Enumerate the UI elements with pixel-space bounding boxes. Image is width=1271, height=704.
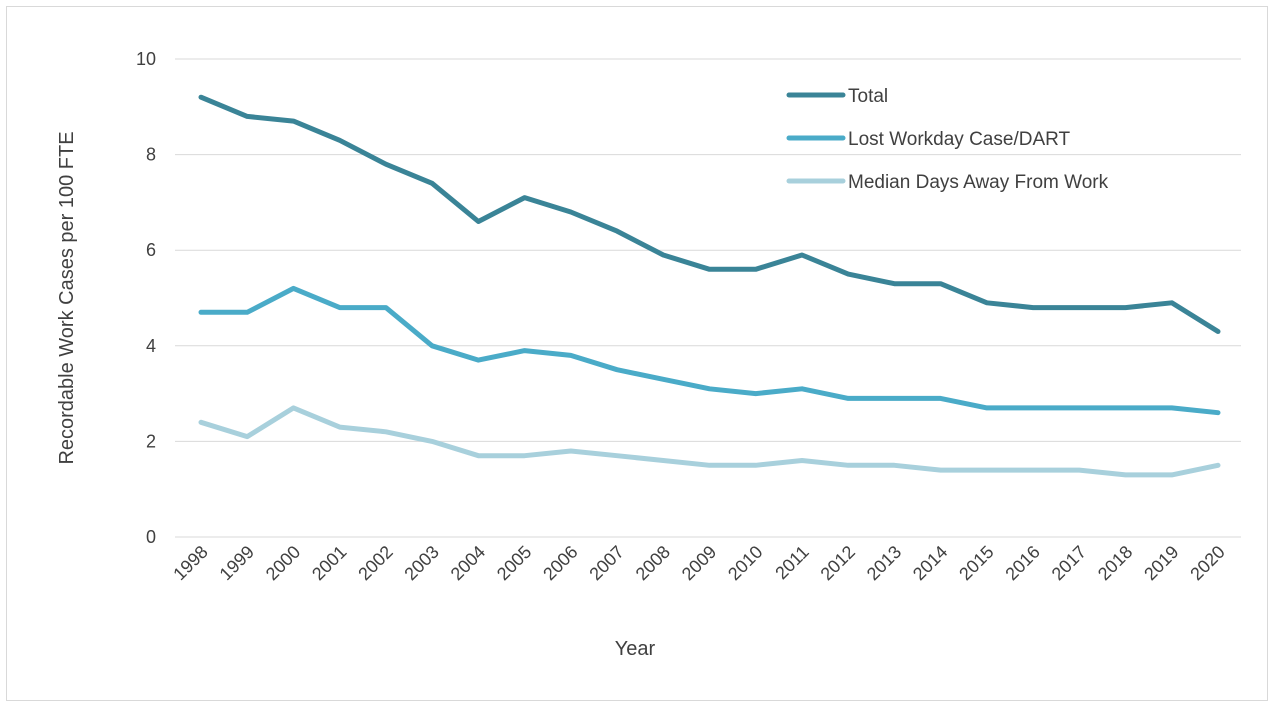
x-tick-label: 2015 — [955, 542, 997, 584]
x-tick-label: 2004 — [447, 542, 489, 584]
x-tick-label: 2005 — [493, 542, 535, 584]
y-axis-title: Recordable Work Cases per 100 FTE — [56, 131, 78, 464]
x-tick-label: 2020 — [1186, 542, 1228, 584]
y-tick-label: 2 — [146, 431, 156, 451]
series-lines — [198, 94, 1221, 478]
x-tick-label: 2013 — [863, 542, 905, 584]
series-line-lost-workday-case-dart — [198, 285, 1221, 416]
x-tick-label: 2014 — [909, 542, 951, 584]
x-axis-title: Year — [615, 638, 656, 660]
x-tick-label: 2018 — [1094, 542, 1136, 584]
x-tick-label: 2007 — [585, 542, 627, 584]
series-line-median-days-away-from-work — [198, 405, 1221, 478]
x-tick-label: 2006 — [539, 542, 581, 584]
x-tick-label: 2019 — [1140, 542, 1182, 584]
legend-label: Lost Workday Case/DART — [848, 129, 1070, 150]
x-tick-label: 2017 — [1048, 542, 1090, 584]
x-tick-label: 1999 — [216, 542, 258, 584]
gridlines — [175, 58, 1241, 538]
y-tick-label: 10 — [136, 49, 156, 69]
x-axis-ticks: 1998 1999 2000 2001 2002 2003 2004 2005 2006 2007… — [169, 542, 1228, 584]
x-tick-label: 2009 — [678, 542, 720, 584]
x-tick-label: 2003 — [401, 542, 443, 584]
y-tick-label: 8 — [146, 145, 156, 165]
legend-label: Total — [848, 86, 888, 107]
chart-frame — [6, 6, 1268, 701]
legend: Total Lost Workday Case/DART Median Days A… — [786, 86, 1109, 193]
x-tick-label: 2001 — [308, 542, 350, 584]
y-axis-ticks: 0 2 4 6 8 10 — [136, 49, 156, 547]
series-line-total — [198, 94, 1221, 334]
y-tick-label: 0 — [146, 527, 156, 547]
y-tick-label: 6 — [146, 240, 156, 260]
x-tick-label: 2016 — [1001, 542, 1043, 584]
x-tick-label: 1998 — [169, 542, 211, 584]
x-tick-label: 2008 — [632, 542, 674, 584]
legend-label: Median Days Away From Work — [848, 172, 1109, 193]
x-tick-label: 2011 — [771, 542, 813, 584]
x-tick-label: 2010 — [724, 542, 766, 584]
y-tick-label: 4 — [146, 336, 156, 356]
x-tick-label: 2002 — [354, 542, 396, 584]
x-tick-label: 2012 — [817, 542, 859, 584]
x-tick-label: 2000 — [262, 542, 304, 584]
